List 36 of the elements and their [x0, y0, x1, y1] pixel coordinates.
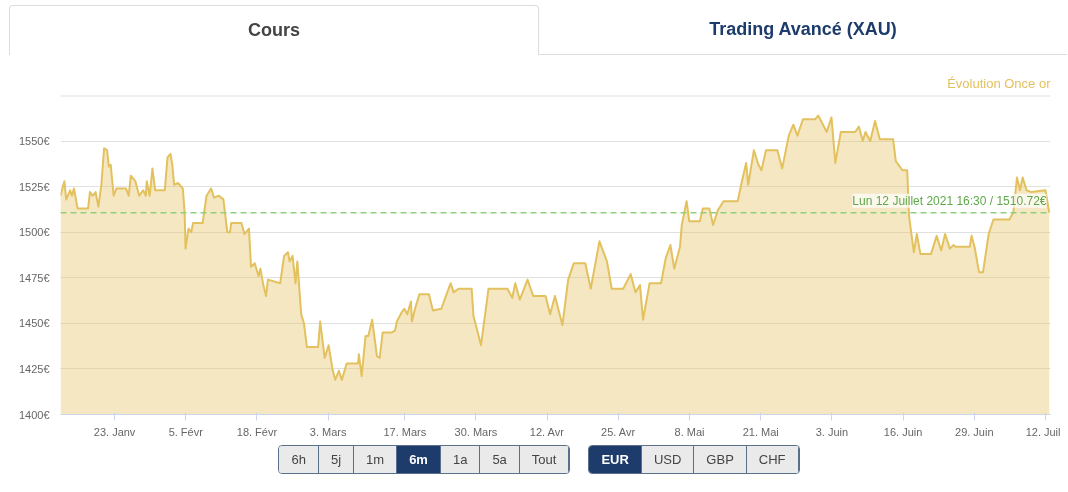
text: GBP: [694, 446, 747, 473]
x-tick-label: 17. Mars: [383, 425, 427, 438]
chart-title: Évolution Once or: [947, 75, 1052, 91]
y-tick-label: 1425€: [18, 362, 50, 375]
x-tick-label: 25. Avr: [601, 425, 636, 438]
x-tick-label: 8. Mai: [674, 425, 705, 438]
y-tick-label: 1400€: [18, 408, 50, 421]
x-tick-label: 3. Mars: [309, 425, 347, 438]
x-tick-label: 5. Févr: [168, 425, 204, 438]
text: Cours: [9, 5, 539, 55]
x-tick-label: 23. Janv: [93, 425, 136, 438]
y-tick-label: 1450€: [18, 317, 50, 330]
text: USD: [641, 446, 695, 473]
x-tick-label: 21. Mai: [742, 425, 779, 438]
x-tick-label: 16. Juin: [883, 425, 923, 438]
y-tick-label: 1525€: [18, 180, 50, 193]
text: Tout: [519, 446, 570, 473]
y-tick-label: 1475€: [18, 271, 50, 284]
text: 6m: [397, 446, 441, 473]
text: 5a: [480, 446, 520, 473]
x-tick-label: 30. Mars: [454, 425, 498, 438]
x-tick-label: 12. Avr: [529, 425, 565, 438]
y-tick-label: 1500€: [18, 226, 50, 239]
ref-line-label: Lun 12 Juillet 2021 16:30 / 1510.72€: [852, 193, 1047, 208]
x-tick-label: 12. Juil: [1025, 425, 1061, 438]
text: 5j: [318, 446, 355, 473]
text: EUR: [589, 446, 642, 473]
text: Trading Avancé (XAU): [539, 5, 1067, 55]
text: 6h: [279, 446, 319, 473]
y-tick-label: 1550€: [18, 135, 50, 148]
text: CHF: [746, 446, 799, 473]
text: 1a: [440, 446, 481, 473]
x-tick-label: 29. Juin: [955, 425, 994, 438]
x-tick-label: 3. Juin: [815, 425, 849, 438]
x-tick-label: 18. Févr: [236, 425, 278, 438]
text: 1m: [354, 446, 398, 473]
